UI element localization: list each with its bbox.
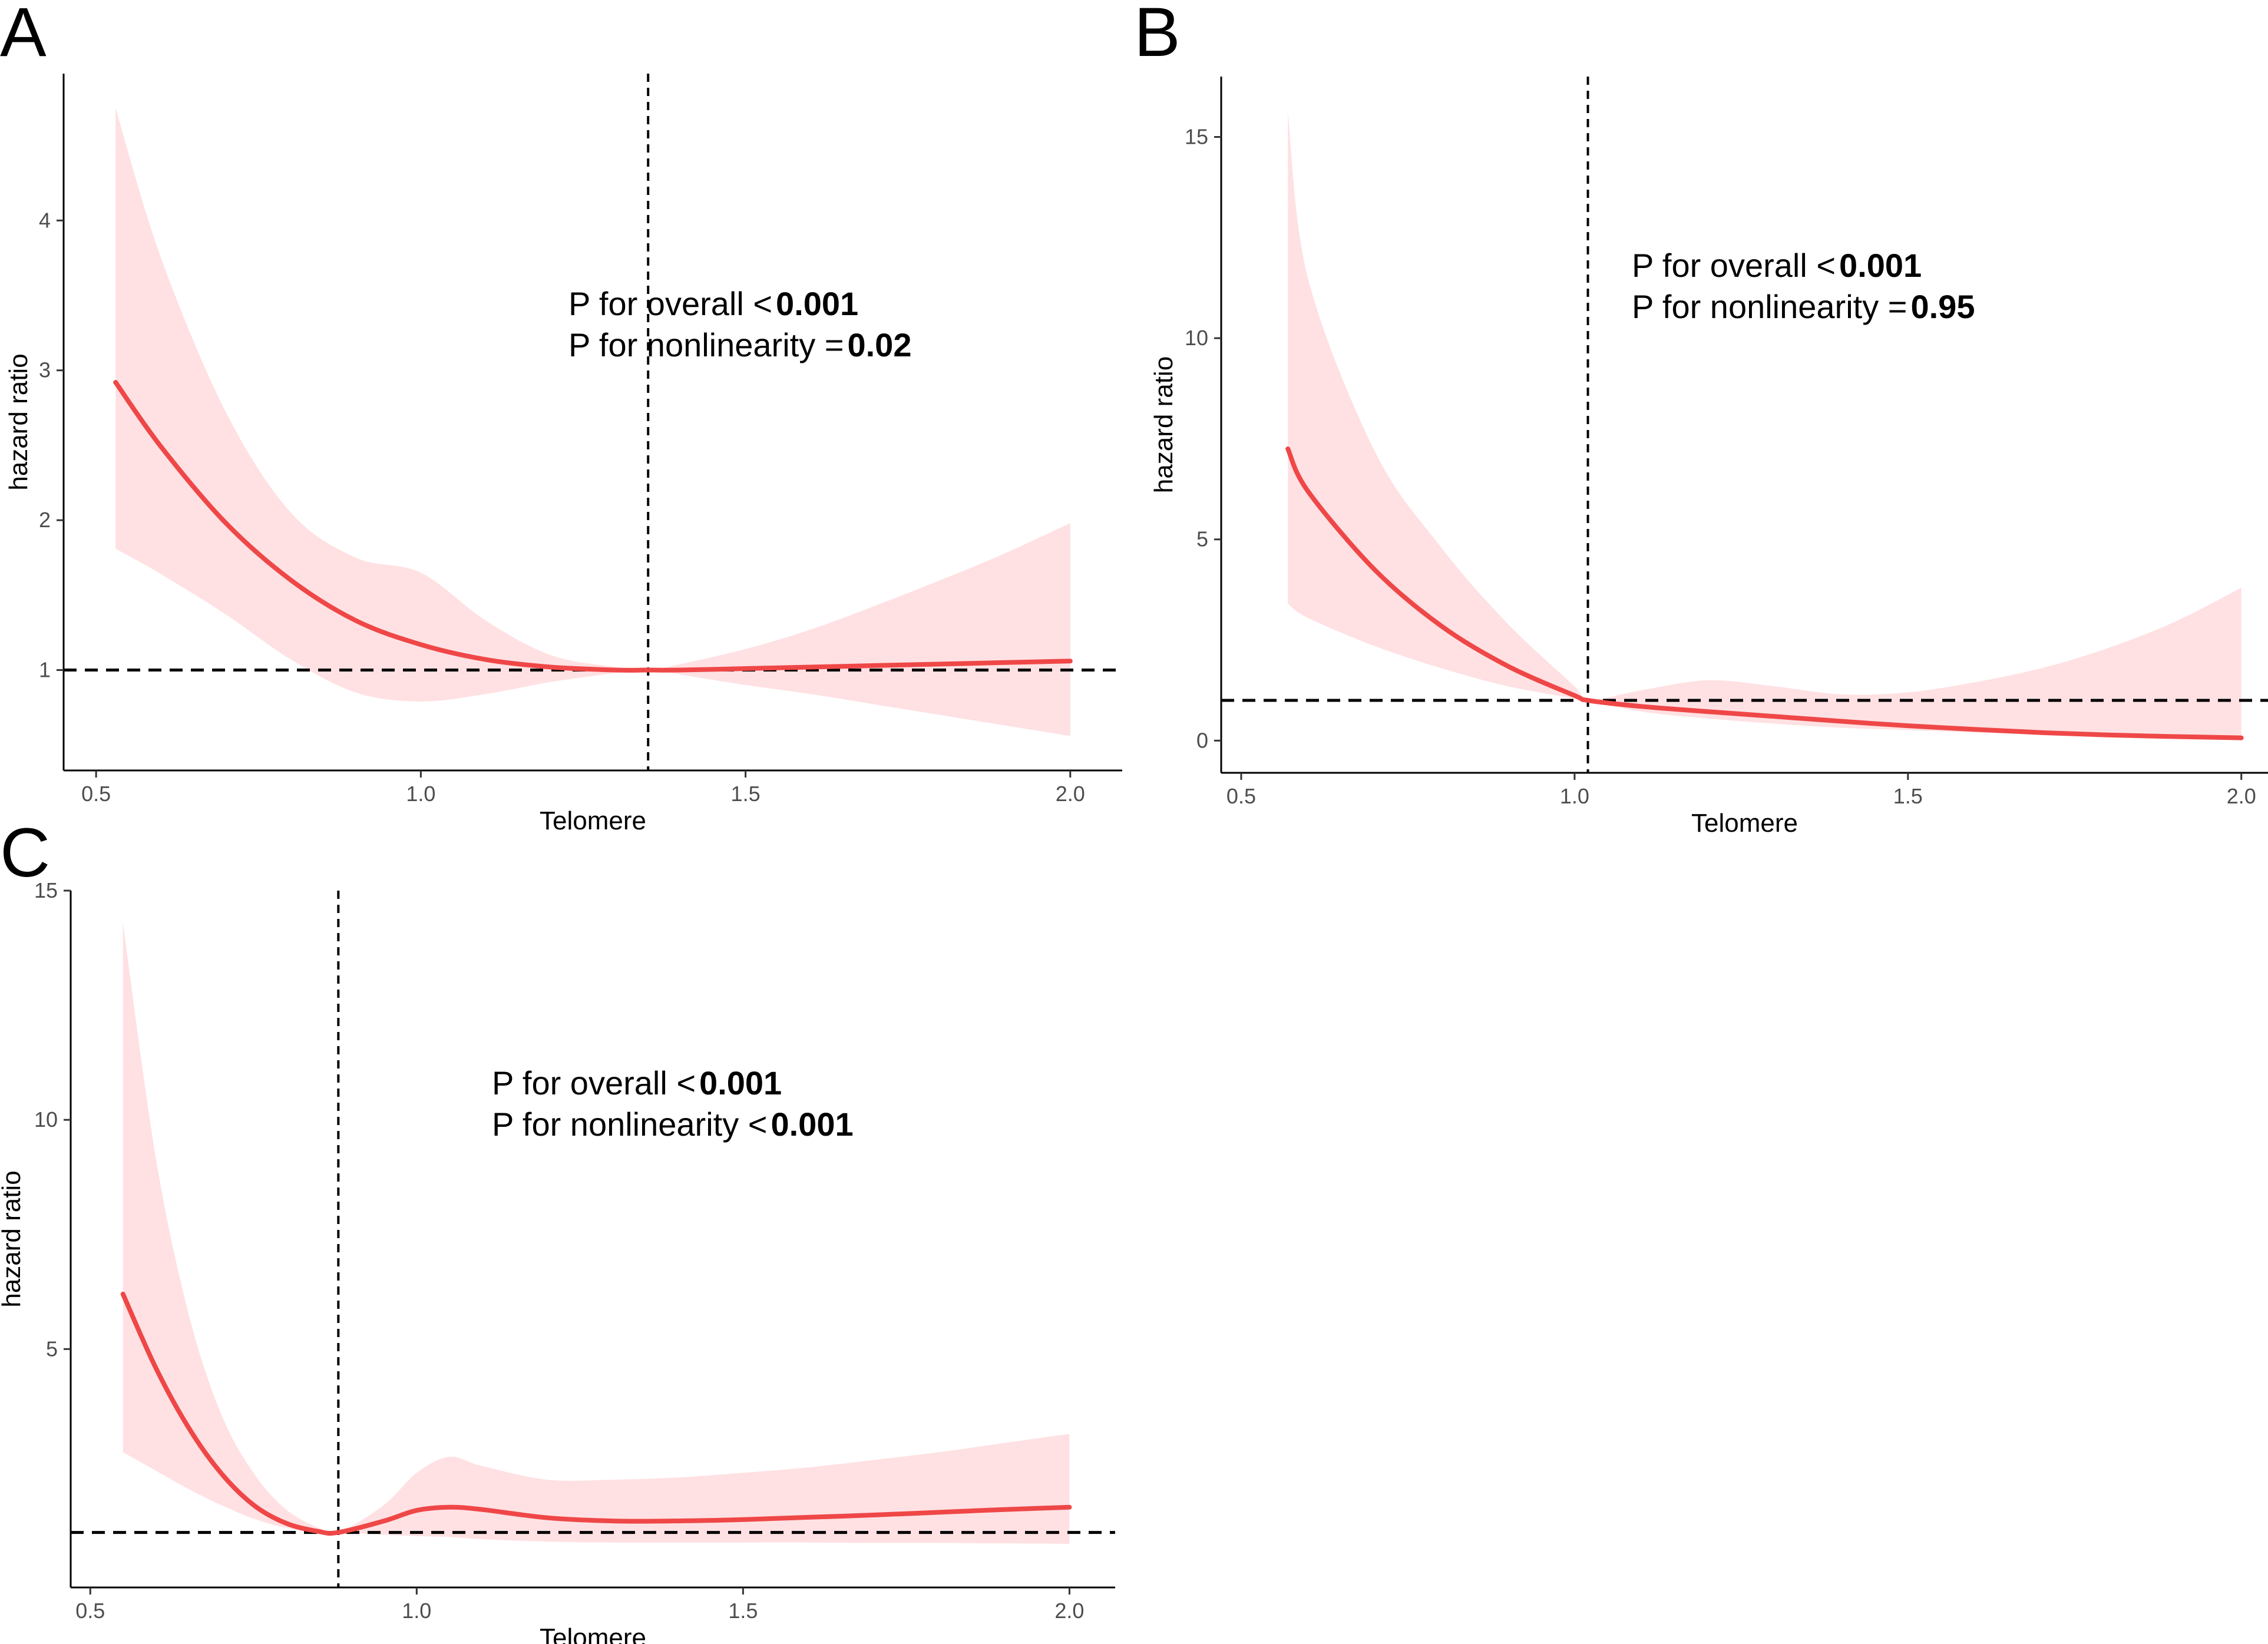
chart-panel-c: C 0.5 1.0 1.5 2.0 5 10 15 Telomere hazard ratio P … bbox=[0, 814, 1115, 1644]
annotation-operator: < bbox=[676, 1064, 696, 1101]
y-tick-label: 2 bbox=[39, 508, 51, 532]
panel-letter: A bbox=[0, 0, 47, 71]
y-axis-title: hazard ratio bbox=[0, 1170, 26, 1307]
y-axis-title: hazard ratio bbox=[4, 353, 33, 490]
annotation-operator: = bbox=[1888, 288, 1907, 325]
annotation-operator: = bbox=[825, 326, 844, 363]
panel-letter: C bbox=[0, 814, 50, 892]
x-axis-title: Telomere bbox=[540, 1623, 646, 1644]
p-overall-annotation: P for overall <0.001 bbox=[568, 285, 858, 322]
hazard-ratio-curve bbox=[1285, 446, 2244, 740]
p-nonlinearity-annotation: P for nonlinearity <0.001 bbox=[492, 1106, 854, 1143]
x-tick-label: 1.5 bbox=[731, 782, 761, 806]
y-tick-label: 4 bbox=[39, 208, 51, 232]
y-tick-label: 5 bbox=[46, 1337, 58, 1361]
annotation-p-value: 0.02 bbox=[847, 326, 911, 363]
confidence-band bbox=[123, 922, 1070, 1544]
p-nonlinearity-annotation: P for nonlinearity = 0.02 bbox=[568, 326, 911, 363]
x-tick-label: 1.0 bbox=[1560, 784, 1589, 808]
annotation-label: P for overall bbox=[1632, 247, 1816, 284]
x-tick-label: 2.0 bbox=[1056, 782, 1085, 806]
p-overall-annotation: P for overall <0.001 bbox=[492, 1064, 782, 1101]
x-tick-label: 0.5 bbox=[75, 1599, 105, 1623]
annotation-label: P for nonlinearity bbox=[568, 326, 825, 363]
hazard-ratio-curve bbox=[120, 1291, 1072, 1536]
annotation-operator: < bbox=[748, 1106, 768, 1143]
y-tick-label: 3 bbox=[39, 358, 51, 382]
x-tick-label: 1.5 bbox=[728, 1599, 758, 1623]
x-tick-label: 1.5 bbox=[1893, 784, 1923, 808]
annotation-p-value: 0.001 bbox=[699, 1064, 782, 1101]
annotation-label: P for overall bbox=[492, 1064, 676, 1101]
y-tick-label: 0 bbox=[1196, 728, 1208, 752]
annotation-label: P for nonlinearity bbox=[492, 1106, 748, 1143]
x-tick-label: 0.5 bbox=[81, 782, 111, 806]
annotation-operator: < bbox=[753, 285, 772, 322]
x-tick-label: 1.0 bbox=[402, 1599, 431, 1623]
confidence-band bbox=[1288, 113, 2241, 739]
x-axis-title: Telomere bbox=[540, 806, 646, 835]
y-tick-label: 10 bbox=[1185, 326, 1208, 350]
y-tick-label: 10 bbox=[34, 1107, 58, 1132]
chart-panel-b: B 0.5 1.0 1.5 2.0 0 5 10 15 Telomere hazard ratio P… bbox=[1134, 0, 2268, 838]
annotation-p-value: 0.001 bbox=[771, 1106, 853, 1143]
y-tick-label: 5 bbox=[1196, 527, 1208, 551]
p-overall-annotation: P for overall <0.001 bbox=[1632, 247, 1922, 284]
annotation-p-value: 0.95 bbox=[1910, 288, 1975, 325]
panel-letter: B bbox=[1134, 0, 1181, 71]
hazard-ratio-curve bbox=[113, 380, 1073, 673]
x-tick-label: 1.0 bbox=[406, 782, 435, 806]
chart-panel-a: A 0.5 1.0 1.5 2.0 1 2 3 4 Telomere hazard ratio P f… bbox=[0, 0, 1122, 835]
y-tick-label: 15 bbox=[1185, 124, 1208, 148]
annotation-operator: < bbox=[1816, 247, 1836, 284]
annotation-label: P for overall bbox=[568, 285, 753, 322]
x-tick-label: 0.5 bbox=[1226, 784, 1256, 808]
y-tick-label: 15 bbox=[34, 878, 58, 902]
annotation-p-value: 0.001 bbox=[776, 285, 858, 322]
annotation-label: P for nonlinearity bbox=[1632, 288, 1888, 325]
y-tick-label: 1 bbox=[39, 658, 51, 682]
p-nonlinearity-annotation: P for nonlinearity = 0.95 bbox=[1632, 288, 1975, 325]
annotation-p-value: 0.001 bbox=[1839, 247, 1922, 284]
x-tick-label: 2.0 bbox=[2227, 784, 2256, 808]
y-axis-title: hazard ratio bbox=[1149, 356, 1178, 493]
x-tick-label: 2.0 bbox=[1054, 1599, 1084, 1623]
x-axis-title: Telomere bbox=[1691, 809, 1798, 838]
confidence-band bbox=[115, 108, 1070, 736]
